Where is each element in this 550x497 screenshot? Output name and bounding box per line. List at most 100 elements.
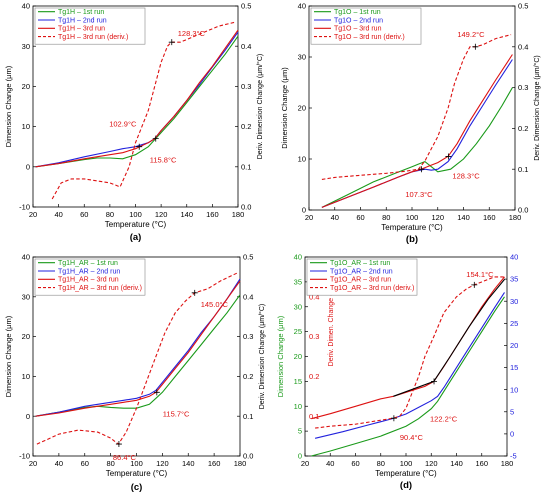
y-right-tick-label: 10 xyxy=(510,385,518,394)
y-right-tick-label: 0.1 xyxy=(243,412,253,421)
x-tick-label: 60 xyxy=(351,459,359,468)
legend-box xyxy=(310,7,422,45)
annotation-marker xyxy=(471,281,478,288)
y-right-tick-label: 35 xyxy=(510,275,518,284)
y-right-tick-label: 0.3 xyxy=(518,83,528,92)
y-axis-right: 0.0 0.1 0.2 0.3 0.4 0.5 Deriv. Dimension Chang… xyxy=(512,2,541,215)
y-right-axis-label: Deriv. Dimension Change (μm/°C) xyxy=(258,304,266,410)
series-line-0 xyxy=(311,296,505,457)
annotations: 154.1°C 90.4°C 122.2°C xyxy=(390,270,494,442)
x-tick-label: 160 xyxy=(483,213,496,222)
x-tick-label: 60 xyxy=(356,213,364,222)
y-left-tick-label: 10 xyxy=(22,122,30,131)
x-tick-label: 40 xyxy=(331,213,339,222)
x-tick-label: 120 xyxy=(156,459,169,468)
legend-box xyxy=(34,7,146,45)
y-right-tick-label: 0.2 xyxy=(518,124,528,133)
y-left-tick-label: -10 xyxy=(19,452,30,461)
x-tick-label: 180 xyxy=(509,213,522,222)
panel-caption: (b) xyxy=(406,234,418,245)
legend-label: Tg1O – 1st run xyxy=(334,9,381,16)
legend-label: Tg1O_AR – 1st run xyxy=(330,260,390,267)
x-tick-label: 40 xyxy=(54,210,62,219)
y-left-tick-label: 20 xyxy=(22,82,30,91)
x-tick-label: 80 xyxy=(377,459,385,468)
legend-label: Tg1O – 2nd run xyxy=(334,17,383,24)
annotation-marker xyxy=(153,389,160,396)
annotation-label: 107.3°C xyxy=(405,190,433,199)
annotations: 145.0°C 86.4°C 115.7°C xyxy=(113,289,228,462)
annotation-marker xyxy=(191,289,198,296)
legend-label: Tg1H_AR – 1st run xyxy=(58,260,118,267)
annotation-label: 102.9°C xyxy=(109,120,137,129)
legend-label: Tg1O – 3rd run (deriv.) xyxy=(334,34,405,41)
x-tick-label: 120 xyxy=(431,213,444,222)
x-axis: 20 40 60 80 100 120 140 160 180 Temperature (°C) xyxy=(29,453,246,478)
annotation-marker xyxy=(168,39,175,46)
x-tick-label: 40 xyxy=(326,459,334,468)
annotation-marker xyxy=(115,441,122,448)
y-left-tick-label: 0 xyxy=(298,452,302,461)
y-right-tick-label: 0.0 xyxy=(518,206,528,215)
annotation-marker xyxy=(472,43,479,50)
x-tick-label: 60 xyxy=(81,459,89,468)
legend-label: Tg1H_AR – 2nd run xyxy=(58,268,120,275)
x-tick-label: 100 xyxy=(130,459,143,468)
y-left-axis-label: Dimension Change (μm) xyxy=(4,315,13,397)
y-left-tick-label: 20 xyxy=(294,352,302,361)
x-tick-label: 40 xyxy=(55,459,63,468)
y-right-tick-label: 0.3 xyxy=(241,82,251,91)
y-left-tick-label: 0 xyxy=(26,162,30,171)
x-tick-label: 180 xyxy=(501,459,514,468)
annotation-marker xyxy=(445,153,452,160)
x-tick-label: 160 xyxy=(206,210,219,219)
y-left-axis-label: Dimension Change (μm) xyxy=(4,65,13,147)
series-group xyxy=(35,272,241,445)
y-right-tick-label: 0.3 xyxy=(243,332,253,341)
y-left-tick-label: 15 xyxy=(294,377,302,386)
x-tick-label: 60 xyxy=(80,210,88,219)
y-left-tick-label: 40 xyxy=(298,2,306,11)
annotation-marker xyxy=(136,143,143,150)
y-right-tick-label: 0.0 xyxy=(241,203,251,212)
y-axis-inner: 0.1 0.2 0.3 0.4 Deriv. Dimen. Change (μm/°C) xyxy=(309,272,335,421)
legend-label: Tg1O_AR – 2nd run xyxy=(330,268,393,275)
legend-label: Tg1H – 3rd run (deriv.) xyxy=(58,34,128,41)
x-tick-label: 80 xyxy=(382,213,390,222)
y-left-tick-label: 25 xyxy=(294,327,302,336)
y-right-tick-label: 0.2 xyxy=(241,122,251,131)
y-inner-tick-label: 0.2 xyxy=(309,372,319,381)
y-left-axis-label: Dimension Change (μm) xyxy=(280,67,289,149)
x-tick-label: 140 xyxy=(180,210,193,219)
y-right-tick-label: 0.2 xyxy=(243,372,253,381)
series-group xyxy=(311,276,505,457)
annotation-label: 149.2°C xyxy=(457,30,485,39)
y-left-tick-label: 10 xyxy=(298,155,306,164)
y-left-tick-label: 0 xyxy=(302,206,306,215)
x-axis: 20 40 60 80 100 120 140 160 180 Temperature (°C) xyxy=(29,204,244,229)
y-left-tick-label: 10 xyxy=(22,372,30,381)
y-right-tick-label: 0.4 xyxy=(241,42,251,51)
x-tick-label: 80 xyxy=(106,459,114,468)
x-tick-label: 120 xyxy=(155,210,168,219)
x-tick-label: 160 xyxy=(208,459,221,468)
y-right-tick-label: 0.5 xyxy=(241,2,251,11)
y-left-tick-label: 10 xyxy=(294,402,302,411)
x-tick-label: 120 xyxy=(425,459,438,468)
y-left-tick-label: 35 xyxy=(294,277,302,286)
y-axis-left: -10 0 10 20 30 40 Dimension Change (μm) xyxy=(4,2,36,212)
x-axis-label: Temperature (°C) xyxy=(375,469,437,478)
x-tick-label: 100 xyxy=(400,459,413,468)
series-line-3 xyxy=(315,276,505,429)
x-tick-label: 100 xyxy=(129,210,142,219)
y-right-axis-label: Deriv. Dimension Change (μm/°C) xyxy=(533,55,541,161)
series-line-0 xyxy=(321,87,513,208)
legend-box xyxy=(34,258,146,296)
x-tick-label: 100 xyxy=(406,213,419,222)
x-tick-label: 180 xyxy=(232,210,245,219)
legend-label: Tg1H – 3rd run xyxy=(58,26,105,33)
